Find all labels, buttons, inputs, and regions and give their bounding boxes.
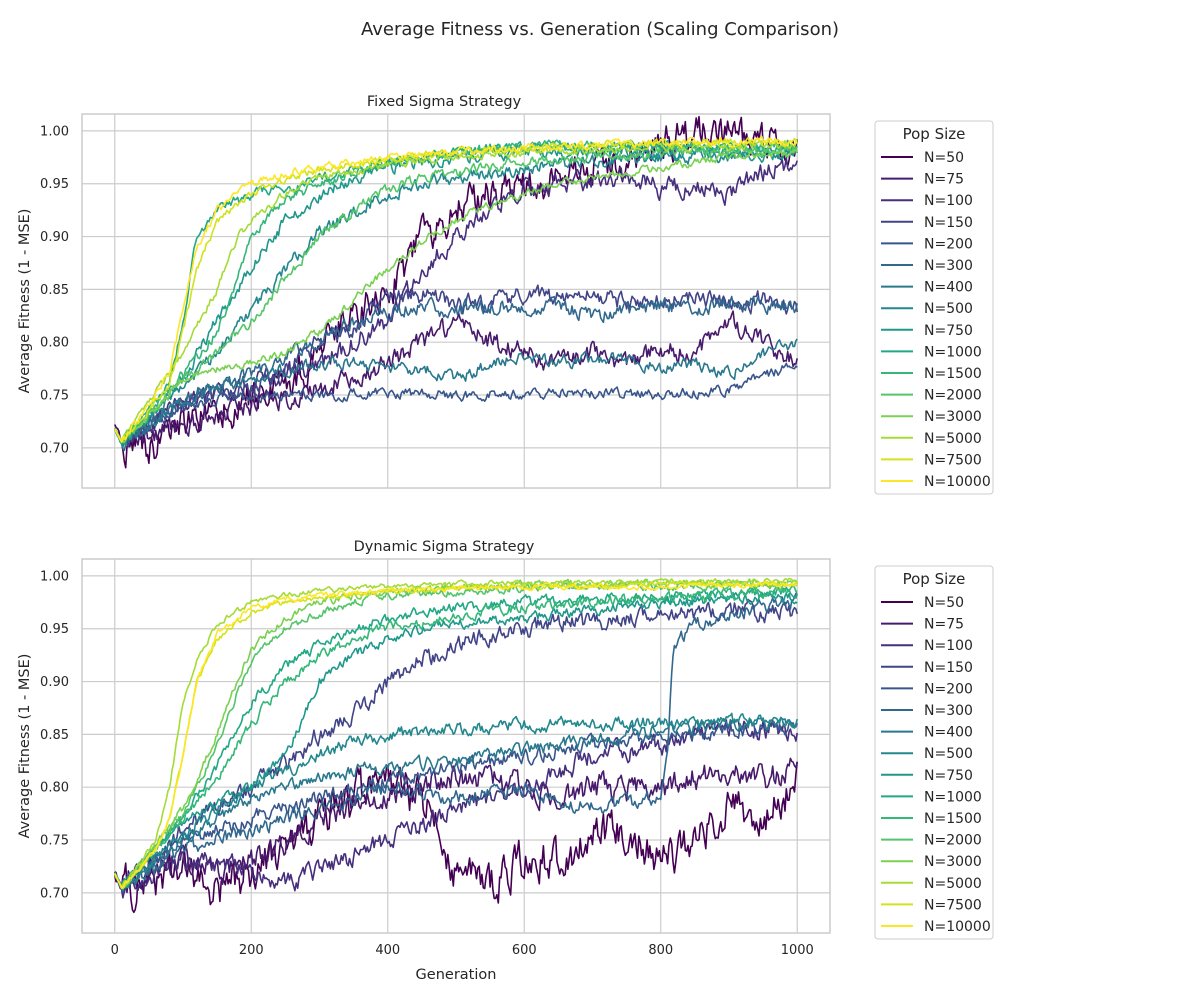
y-tick-label: 1.00 <box>40 569 69 584</box>
series-line-n-100 <box>114 718 798 899</box>
figure-title: Average Fitness vs. Generation (Scaling … <box>361 19 839 40</box>
legend-label: N=3000 <box>924 409 982 425</box>
fixed-sigma-panel: 0.70 0.75 0.80 0.85 0.90 0.95 1.00 Fixed Sigma … <box>17 94 994 495</box>
legend-box <box>874 120 994 495</box>
plot-frame <box>81 558 831 934</box>
y-tick-label: 0.70 <box>40 441 69 456</box>
legend: Pop Size N=50 N=75 N=100 N=150 N=200 N=300 N=40… <box>874 565 994 940</box>
legend-label: N=150 <box>924 660 973 676</box>
legend-box <box>874 565 994 940</box>
y-tick-label: 0.75 <box>40 389 69 404</box>
x-tick-label: 600 <box>512 943 537 958</box>
series-line-n-10000 <box>114 135 798 443</box>
x-tick-label: 400 <box>375 943 400 958</box>
legend-label: N=400 <box>924 725 973 741</box>
legend-label: N=5000 <box>924 876 982 892</box>
x-axis-label: Generation <box>416 967 497 983</box>
y-tick-label: 0.80 <box>40 336 69 351</box>
series-line-n-200 <box>114 720 798 893</box>
legend-label: N=7500 <box>924 897 982 913</box>
legend-label: N=200 <box>924 681 973 697</box>
legend-label: N=10000 <box>924 474 991 490</box>
y-tick-label: 0.70 <box>40 886 69 901</box>
y-tick-label: 0.90 <box>40 675 69 690</box>
legend-label: N=3000 <box>924 854 982 870</box>
legend-label: N=100 <box>924 638 973 654</box>
series-line-n-3000 <box>114 148 798 444</box>
series-line-n-5000 <box>114 140 798 443</box>
legend-label: N=7500 <box>924 452 982 468</box>
x-tick-label: 0 <box>111 943 119 958</box>
series-lines <box>114 115 798 469</box>
y-tick-label: 0.95 <box>40 622 69 637</box>
series-line-n-200 <box>114 362 798 445</box>
panel-title: Dynamic Sigma Strategy <box>354 539 535 555</box>
y-tick-label: 1.00 <box>40 124 69 139</box>
series-line-n-2000 <box>114 580 798 889</box>
y-tick-label: 0.85 <box>40 728 69 743</box>
y-axis-label: Average Fitness (1 - MSE) <box>17 209 33 394</box>
legend-label: N=750 <box>924 768 973 784</box>
legend-label: N=100 <box>924 193 973 209</box>
y-tick-label: 0.85 <box>40 283 69 298</box>
x-tick-label: 1000 <box>781 943 814 958</box>
series-line-n-500 <box>114 712 798 890</box>
series-line-n-2000 <box>114 145 798 442</box>
series-line-n-50 <box>114 115 798 469</box>
legend-label: N=400 <box>924 280 973 296</box>
legend-label: N=500 <box>924 746 973 762</box>
legend-title: Pop Size <box>903 125 966 143</box>
legend-label: N=75 <box>924 172 964 188</box>
y-tick-label: 0.75 <box>40 834 69 849</box>
plot-frame <box>81 113 831 489</box>
x-tick-label: 200 <box>239 943 264 958</box>
panel-title: Fixed Sigma Strategy <box>367 94 522 110</box>
legend-label: N=200 <box>924 236 973 252</box>
legend-label: N=150 <box>924 215 973 231</box>
y-axis-label: Average Fitness (1 - MSE) <box>17 654 33 839</box>
series-line-n-400 <box>114 338 798 449</box>
legend-label: N=10000 <box>924 919 991 935</box>
legend-label: N=300 <box>924 258 973 274</box>
y-tick-label: 0.90 <box>40 230 69 245</box>
series-line-n-150 <box>114 598 798 891</box>
legend-label: N=750 <box>924 323 973 339</box>
y-tick-label: 0.80 <box>40 781 69 796</box>
series-line-n-50 <box>114 761 798 914</box>
y-tick-label: 0.95 <box>40 177 69 192</box>
legend-label: N=1500 <box>924 366 982 382</box>
legend-label: N=500 <box>924 301 973 317</box>
legend-label: N=5000 <box>924 431 982 447</box>
legend-label: N=1500 <box>924 811 982 827</box>
series-line-n-10000 <box>114 580 798 889</box>
series-lines <box>114 577 798 914</box>
series-line-n-7500 <box>114 580 798 890</box>
legend-label: N=50 <box>924 595 964 611</box>
series-line-n-500 <box>114 145 798 447</box>
series-line-n-300 <box>114 592 798 893</box>
series-line-n-1000 <box>114 586 798 889</box>
x-tick-label: 800 <box>648 943 673 958</box>
series-line-n-1500 <box>114 584 798 887</box>
series-line-n-400 <box>114 716 798 888</box>
legend-label: N=50 <box>924 150 964 166</box>
series-line-n-750 <box>114 591 798 891</box>
legend-label: N=2000 <box>924 833 982 849</box>
legend-label: N=2000 <box>924 388 982 404</box>
legend-label: N=300 <box>924 703 973 719</box>
legend-label: N=75 <box>924 617 964 633</box>
legend: Pop Size N=50 N=75 N=100 N=150 N=200 N=300 N=40… <box>874 120 994 495</box>
legend-label: N=1000 <box>924 344 982 360</box>
legend-title: Pop Size <box>903 570 966 588</box>
legend-label: N=1000 <box>924 789 982 805</box>
dynamic-sigma-panel: 0.70 0.75 0.80 0.85 0.90 0.95 1.00 0 200 400 600 80… <box>17 539 994 983</box>
